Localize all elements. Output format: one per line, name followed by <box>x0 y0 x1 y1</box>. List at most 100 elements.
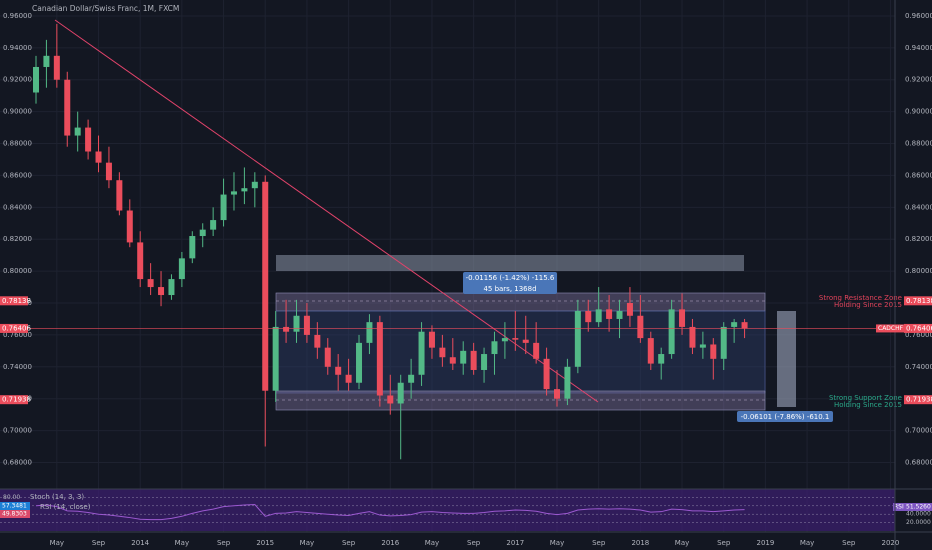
candle-body <box>158 287 165 296</box>
price-mark-box-left <box>0 395 28 405</box>
candle-body <box>408 374 415 383</box>
candle-body <box>168 279 175 296</box>
x-tick-label: Sep <box>92 539 106 547</box>
price-mark-box-left <box>0 296 28 306</box>
price-mark-label: 0.78138 <box>906 297 932 305</box>
candle-body <box>606 309 613 319</box>
y-tick-label-left: 0.88000 <box>3 140 32 148</box>
chart-title: Canadian Dollar/Swiss Franc, 1M, FXCM <box>32 4 179 13</box>
indicator-tick-label: 20.0000 <box>906 519 931 526</box>
x-tick-label: May <box>175 539 189 547</box>
candle-body <box>324 347 331 367</box>
candle-body <box>491 341 498 355</box>
candle-body <box>220 194 227 221</box>
y-tick-label-left: 0.70000 <box>3 427 32 435</box>
candle-body <box>533 342 540 359</box>
candle-body <box>74 127 81 136</box>
candle-body <box>126 210 133 243</box>
price-mark-label-left: 0.78138 <box>2 297 31 305</box>
candle-body <box>699 344 706 348</box>
annotation: Holding Since 2015 <box>834 401 902 409</box>
symbol-box <box>876 324 904 333</box>
candle-body <box>137 242 144 280</box>
x-tick-label: 2015 <box>256 539 274 547</box>
price-mark-box <box>904 395 932 405</box>
reading-box <box>0 510 30 518</box>
y-tick-label-left: 0.68000 <box>3 458 32 466</box>
candle-body <box>241 188 248 192</box>
candle-body <box>731 322 738 327</box>
zone-upper <box>276 255 744 271</box>
candle-body <box>637 315 644 339</box>
candle-body <box>303 315 310 335</box>
y-tick-label: 0.80000 <box>905 267 932 275</box>
reading: 51.5260 <box>906 504 931 511</box>
y-tick-label-left: 0.80000 <box>3 267 32 275</box>
candle-body <box>105 162 112 181</box>
x-tick-label: Sep <box>592 539 606 547</box>
candle-body <box>147 279 154 288</box>
price-mark-box-left <box>0 323 28 333</box>
x-tick-label: Sep <box>717 539 731 547</box>
candle-body <box>564 366 571 399</box>
reading: 49.8303 <box>2 511 27 518</box>
x-tick-label: May <box>675 539 689 547</box>
indicator-line <box>35 504 745 521</box>
y-tick-label-left: 0.96000 <box>3 12 32 20</box>
candle-body <box>595 309 602 323</box>
x-tick-label: Sep <box>842 539 856 547</box>
candle-body <box>512 338 519 340</box>
candle-body <box>366 322 373 343</box>
candle-body <box>658 354 665 364</box>
y-tick-label: 0.88000 <box>905 140 932 148</box>
x-tick-label: 2017 <box>506 539 524 547</box>
y-tick-label-left: 0.94000 <box>3 44 32 52</box>
y-tick-label: 0.90000 <box>905 108 932 116</box>
indicator-subtitle: RSI (14, close) <box>40 503 91 511</box>
y-tick-label: 0.94000 <box>905 44 932 52</box>
price-mark-label: 0.71938 <box>906 396 932 404</box>
candle-body <box>293 315 300 332</box>
indicator-tick-label: 80.00 <box>3 494 20 501</box>
resistance-zone <box>275 292 766 312</box>
candle-body <box>356 342 363 383</box>
x-tick-label: 2016 <box>381 539 399 547</box>
candle-body <box>428 331 435 348</box>
candle-body <box>251 181 258 189</box>
candle-body <box>501 338 508 342</box>
candle-body <box>210 220 217 230</box>
y-tick-label: 0.74000 <box>905 363 932 371</box>
x-tick-label: May <box>425 539 439 547</box>
y-tick-label: 0.70000 <box>905 427 932 435</box>
measure-label-box <box>463 272 557 294</box>
reading: 57.3481 <box>2 503 27 510</box>
overlay: -0.01156 (-1.42%) -115.6 45 bars, 1368d … <box>32 4 902 422</box>
symbol: CADCHF <box>878 325 904 332</box>
y-tick-label-left: 0.92000 <box>3 76 32 84</box>
grid <box>0 0 895 532</box>
y-tick-label-left: 0.74000 <box>3 363 32 371</box>
candle-body <box>470 350 477 370</box>
x-tick-label: Sep <box>467 539 481 547</box>
candle-body <box>449 357 456 364</box>
candle-body <box>85 127 92 152</box>
candle-body <box>387 395 394 404</box>
candle-body <box>574 310 581 367</box>
price-mark-box <box>904 296 932 306</box>
candle-body <box>283 326 290 332</box>
candle-body <box>460 350 467 364</box>
candle-body <box>95 151 102 163</box>
y-tick-label: 0.96000 <box>905 12 932 20</box>
candle-body <box>345 374 352 383</box>
x-tick-label: 2020 <box>882 539 900 547</box>
y-tick-label-left: 0.76000 <box>3 331 32 339</box>
support-zone <box>275 390 766 411</box>
candle-body <box>626 303 633 316</box>
candle-body <box>43 55 50 67</box>
annotation: Holding Since 2015 <box>834 301 902 309</box>
candle-body <box>116 180 123 211</box>
y-tick-label: 0.92000 <box>905 76 932 84</box>
tag-box <box>893 503 905 511</box>
y-tick-label-left: 0.84000 <box>3 203 32 211</box>
